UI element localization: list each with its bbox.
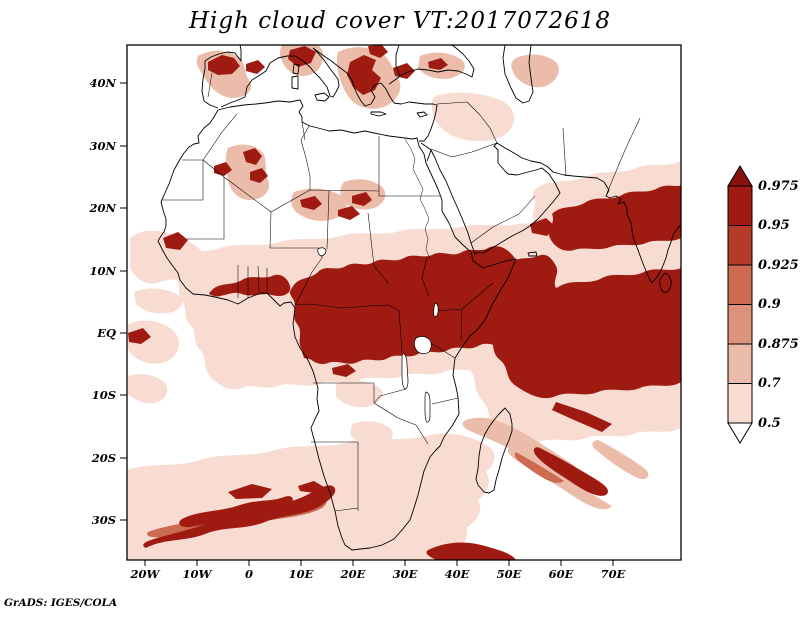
cloud-region — [332, 364, 356, 377]
x-tick-label: 30E — [393, 567, 418, 581]
cloud-region — [128, 328, 151, 344]
cloud-region — [336, 380, 383, 408]
cloud-region — [393, 63, 415, 79]
coastline-africa — [157, 99, 517, 551]
y-tick-label: 30N — [89, 139, 116, 153]
cloud-region — [208, 55, 240, 75]
cloud-region — [530, 218, 556, 236]
cloud-region — [432, 92, 515, 142]
colorbar: 0.975 0.95 0.925 0.9 0.875 0.7 0.5 — [727, 165, 799, 444]
colorbar-segment — [727, 304, 753, 345]
cloud-region — [302, 347, 328, 361]
cloud-region — [298, 481, 324, 493]
cloud-region — [209, 274, 291, 297]
colorbar-arrow-top — [727, 165, 753, 187]
cloud-region — [533, 447, 609, 496]
cloud-region — [179, 496, 293, 528]
cloud-region — [592, 440, 649, 480]
cloud-cover-field — [127, 45, 681, 560]
colorbar-segment — [727, 264, 753, 305]
y-tick-label: 20N — [88, 201, 116, 215]
plot-frame — [126, 44, 682, 561]
colorbar-label: 0.975 — [758, 179, 799, 194]
cloud-region — [511, 54, 559, 88]
cloud-region — [243, 148, 262, 165]
colorbar-label: 0.875 — [758, 337, 799, 352]
y-tick-label: 30S — [92, 513, 116, 527]
x-tick-label: 10W — [183, 567, 213, 581]
y-axis-labels: 40N 30N 20N 10N EQ 10S 20S 30S — [88, 76, 116, 527]
coastline-eurasia — [201, 45, 681, 284]
shade-dark — [128, 45, 681, 560]
cloud-region — [514, 452, 564, 483]
cloud-region — [507, 446, 612, 510]
plot-title: High cloud cover VT:2017072618 — [188, 8, 612, 34]
coastline-islands — [291, 63, 672, 494]
cloud-region — [474, 268, 681, 399]
cloud-region — [228, 484, 272, 499]
colorbar-label: 0.7 — [758, 376, 781, 391]
lakes — [317, 247, 439, 423]
cloud-region — [426, 542, 516, 560]
country-borders — [161, 72, 641, 512]
cloud-region — [428, 58, 448, 70]
cloud-region — [549, 185, 681, 251]
y-tick-label: 40N — [89, 76, 116, 90]
cloud-region — [289, 246, 523, 365]
colorbar-label: 0.925 — [758, 258, 799, 273]
colorbar-label: 0.95 — [758, 218, 790, 233]
y-axis-ticks — [120, 82, 127, 521]
x-tick-label: 20W — [130, 567, 161, 581]
cloud-region — [250, 168, 268, 183]
nile-river — [404, 138, 431, 260]
x-tick-label: 70E — [601, 567, 626, 581]
cloud-region — [347, 55, 381, 95]
cloud-region — [163, 232, 188, 250]
colorbar-label: 0.5 — [758, 416, 781, 431]
y-tick-label: 10S — [92, 388, 116, 402]
colorbar-segment — [727, 383, 753, 424]
x-axis-ticks — [144, 560, 614, 566]
colorbar-segment — [727, 185, 753, 226]
x-tick-label: 40E — [445, 567, 470, 581]
cloud-region — [552, 402, 612, 432]
cloud-region — [246, 60, 265, 74]
cloud-region — [300, 196, 322, 210]
x-tick-label: 60E — [549, 567, 574, 581]
cloud-region — [506, 254, 558, 299]
cloud-region — [350, 421, 393, 446]
cloud-region — [128, 374, 168, 404]
cloud-region — [352, 192, 372, 206]
y-tick-label: 20S — [91, 451, 116, 465]
colorbar-segment — [727, 343, 753, 384]
attribution-text: GrADS: IGES/COLA — [4, 597, 118, 609]
x-tick-label: 20E — [340, 567, 366, 581]
colorbar-segment — [727, 225, 753, 266]
colorbar-arrow-bottom — [727, 422, 753, 444]
y-tick-label: EQ — [96, 326, 116, 340]
y-tick-label: 10N — [89, 264, 116, 278]
cloud-region — [368, 45, 388, 58]
x-tick-label: 50E — [497, 567, 522, 581]
cloud-region — [338, 206, 360, 220]
x-tick-label: 0 — [245, 567, 253, 581]
colorbar-label: 0.9 — [758, 297, 781, 312]
map-linework — [157, 45, 681, 551]
x-axis-labels: 20W 10W 0 10E 20E 30E 40E 50E 60E 70E — [130, 567, 626, 581]
cloud-region — [288, 46, 316, 67]
x-tick-label: 10E — [289, 567, 314, 581]
cloud-region — [134, 288, 183, 314]
